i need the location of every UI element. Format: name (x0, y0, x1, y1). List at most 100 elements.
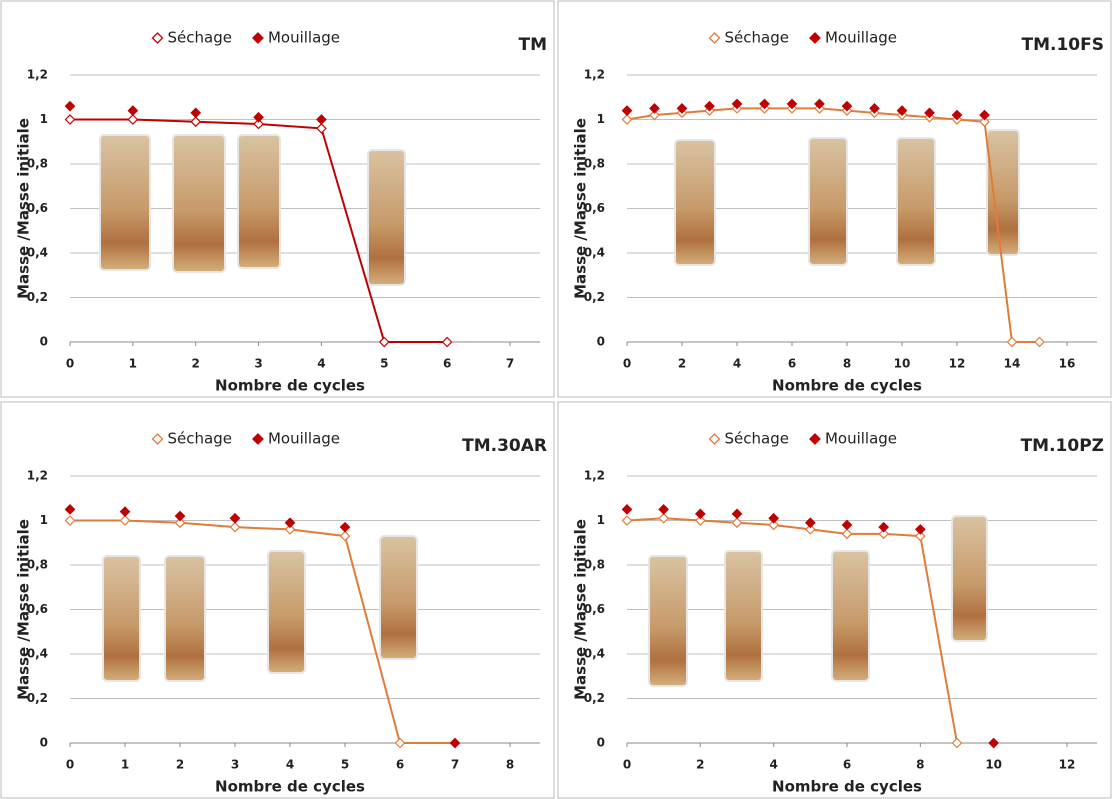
data-point (394, 737, 406, 749)
x-tick-label: 7 (451, 758, 459, 772)
data-point (64, 515, 76, 526)
x-axis-title: Nombre de cycles (215, 377, 365, 395)
x-axis-title: Nombre de cycles (215, 778, 365, 796)
sample-photo (367, 149, 406, 286)
x-tick-label: 0 (623, 357, 631, 371)
legend-label: Mouillage (268, 29, 340, 47)
y-tick-label: 0 (40, 736, 48, 750)
data-point (979, 109, 990, 121)
data-point (841, 100, 853, 112)
x-axis-title: Nombre de cycles (772, 377, 922, 395)
y-axis-title: Masse /Masse initiale (15, 118, 33, 299)
data-point (441, 336, 453, 348)
data-point (253, 118, 264, 130)
data-point (694, 515, 706, 526)
data-point (951, 737, 963, 749)
data-point (841, 528, 853, 540)
data-point (914, 530, 926, 542)
x-tick-label: 2 (678, 357, 686, 371)
x-tick-label: 10 (894, 357, 911, 371)
x-tick-label: 6 (443, 357, 451, 371)
sample-photo (724, 550, 763, 682)
chart-panel: 0 0,2 0,4 0,6 0,8 1 1,2 0 1 2 3 4 5 6 7 8 Nombre de cycl… (0, 401, 555, 799)
x-tick-label: 3 (231, 758, 239, 772)
x-tick-label: 7 (506, 357, 514, 371)
legend-label: Mouillage (268, 430, 340, 448)
data-point (253, 111, 264, 123)
data-point (768, 512, 780, 524)
y-axis-title: Masse /Masse initiale (572, 519, 590, 700)
data-point (658, 504, 670, 515)
data-point (449, 737, 461, 749)
data-point (127, 114, 139, 125)
data-point (731, 508, 743, 520)
x-tick-label: 4 (769, 758, 777, 772)
data-point (64, 100, 76, 112)
x-tick-label: 6 (396, 758, 404, 772)
x-tick-label: 12 (949, 357, 966, 371)
x-tick-label: 1 (121, 758, 129, 772)
sample-photo (99, 134, 151, 271)
x-tick-label: 12 (1059, 758, 1076, 772)
data-point (229, 521, 241, 533)
x-tick-label: 8 (843, 357, 851, 371)
legend-marker (252, 433, 264, 445)
data-point (174, 510, 186, 522)
y-tick-label: 0,4 (584, 246, 605, 260)
sample-photo (164, 555, 206, 682)
data-point (658, 512, 670, 524)
data-point (316, 123, 327, 134)
data-point (119, 506, 131, 517)
data-point (804, 517, 816, 529)
data-point (190, 116, 202, 128)
data-point (649, 103, 660, 114)
series-line (626, 107, 1040, 343)
sample-photo (831, 550, 870, 682)
x-tick-label: 0 (66, 758, 74, 772)
data-point (924, 107, 935, 119)
y-tick-label: 0 (40, 335, 48, 349)
data-point (190, 107, 202, 119)
chart-panel: 0 0,2 0,4 0,6 0,8 1 1,2 0 1 2 3 4 5 6 7 Nombre de cycle… (0, 0, 555, 398)
legend-marker (151, 433, 164, 445)
data-point (896, 105, 908, 116)
data-point (621, 515, 633, 526)
y-tick-label: 0,4 (584, 647, 605, 661)
y-tick-label: 0,2 (584, 691, 605, 705)
data-point (119, 515, 131, 526)
data-point (621, 114, 633, 125)
legend-marker (151, 32, 164, 44)
data-point (649, 109, 660, 121)
y-tick-label: 0 (597, 736, 605, 750)
data-point (339, 530, 351, 542)
y-tick-label: 1 (40, 513, 48, 527)
x-tick-label: 6 (843, 758, 851, 772)
y-tick-label: 1 (40, 112, 48, 126)
data-point (768, 519, 780, 531)
y-tick-label: 1,2 (27, 469, 48, 483)
legend-marker (252, 32, 264, 44)
data-point (731, 98, 743, 110)
y-tick-label: 1 (597, 513, 605, 527)
y-tick-label: 0,6 (27, 602, 48, 616)
chart-title: TM.10FS (1022, 35, 1105, 55)
x-tick-label: 2 (696, 758, 704, 772)
y-axis-title: Masse /Masse initiale (572, 118, 590, 299)
sample-photo (986, 129, 1020, 256)
data-point (1006, 336, 1018, 348)
y-tick-label: 0,4 (27, 647, 48, 661)
data-point (914, 524, 926, 535)
sample-photo (172, 134, 226, 273)
y-tick-label: 0,8 (584, 157, 605, 171)
y-tick-label: 0 (597, 335, 605, 349)
y-tick-label: 0,4 (27, 246, 48, 260)
sample-photo (102, 555, 141, 682)
chart-panel: 0 0,2 0,4 0,6 0,8 1 1,2 0 2 4 6 8 10 12 Nombre de cycl… (557, 401, 1112, 799)
data-point (878, 528, 890, 540)
y-tick-label: 1 (597, 112, 605, 126)
chart-title: TM.10PZ (1021, 436, 1104, 456)
x-tick-label: 0 (66, 357, 74, 371)
legend-label: Séchage (168, 430, 232, 448)
x-tick-label: 4 (286, 758, 294, 772)
x-tick-label: 1 (129, 357, 137, 371)
